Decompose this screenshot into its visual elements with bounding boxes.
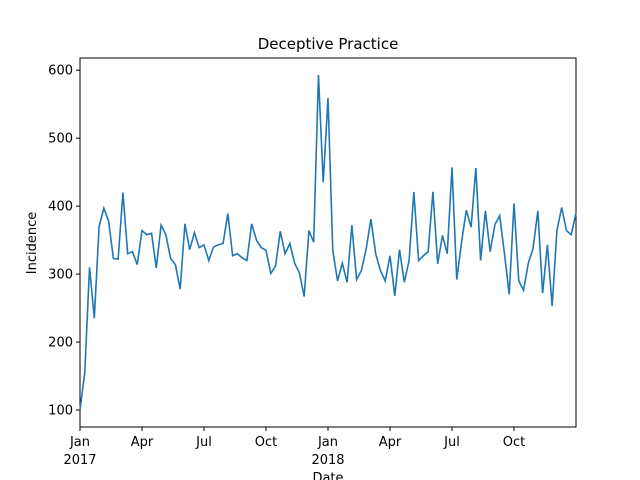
y-tick-label: 400 [48, 200, 73, 215]
x-tick-label: Jan [69, 435, 90, 450]
y-tick-label: 200 [48, 336, 73, 351]
x-tick-label: Oct [503, 435, 525, 450]
x-year-label: 2018 [311, 453, 344, 468]
x-tick-label: Jul [195, 435, 212, 450]
data-line [79, 74, 577, 411]
x-axis-label: Date [312, 471, 343, 480]
y-tick-label: 600 [48, 64, 73, 79]
x-tick-label: Apr [131, 435, 154, 450]
y-tick-label: 100 [48, 404, 73, 419]
x-tick-label: Apr [379, 435, 402, 450]
x-tick-label: Oct [255, 435, 277, 450]
x-year-label: 2017 [63, 453, 96, 468]
y-tick-label: 500 [48, 132, 73, 147]
y-axis-label: Incidence [25, 212, 40, 274]
y-tick-label: 300 [48, 268, 73, 283]
x-tick-label: Jan [317, 435, 338, 450]
x-tick-label: Jul [443, 435, 460, 450]
chart-title: Deceptive Practice [258, 35, 399, 53]
